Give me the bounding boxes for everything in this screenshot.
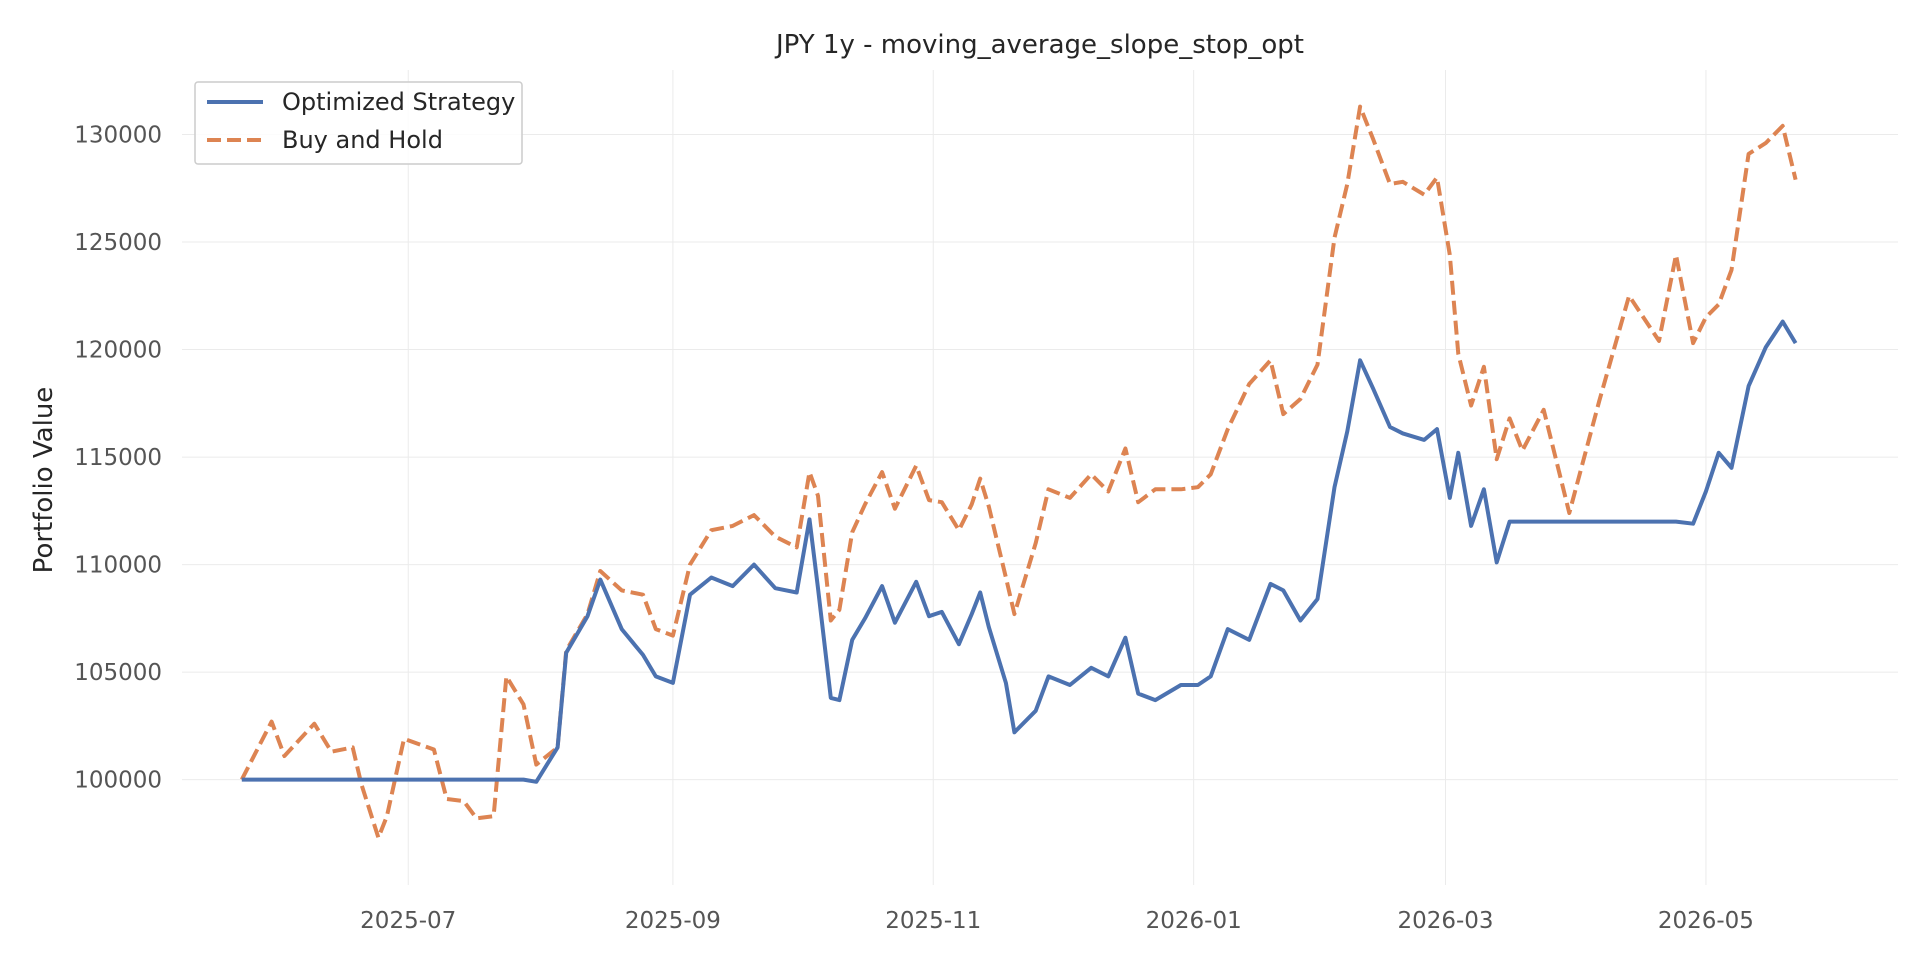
legend: Optimized Strategy Buy and Hold: [194, 81, 523, 165]
axes: 100000 105000 110000 115000 120000 125000 1300…: [74, 123, 1754, 934]
y-tick-label: 130000: [74, 123, 162, 149]
series-lines: [240, 104, 1798, 840]
legend-box: [194, 81, 523, 165]
x-tick-label: 2025-07: [360, 908, 456, 934]
series-line-optimized-strategy: [241, 319, 1798, 784]
y-tick-label: 100000: [74, 768, 162, 794]
y-tick-label: 105000: [74, 660, 162, 686]
x-tick-label: 2026-05: [1658, 908, 1754, 934]
x-tick-label: 2025-09: [625, 908, 721, 934]
y-axis-label: Portfolio Value: [29, 387, 59, 574]
chart-title: JPY 1y - moving_average_slope_stop_opt: [774, 30, 1304, 60]
y-tick-label: 120000: [74, 338, 162, 364]
x-tick-label: 2026-03: [1397, 908, 1493, 934]
legend-label-buy-and-hold: Buy and Hold: [282, 126, 443, 154]
legend-label-optimized-strategy: Optimized Strategy: [282, 88, 515, 116]
y-tick-label: 115000: [74, 445, 162, 471]
grid: [182, 70, 1898, 885]
y-tick-label: 125000: [74, 230, 162, 256]
x-tick-label: 2026-01: [1146, 908, 1242, 934]
x-tick-label: 2025-11: [885, 908, 981, 934]
y-tick-label: 110000: [74, 553, 162, 579]
